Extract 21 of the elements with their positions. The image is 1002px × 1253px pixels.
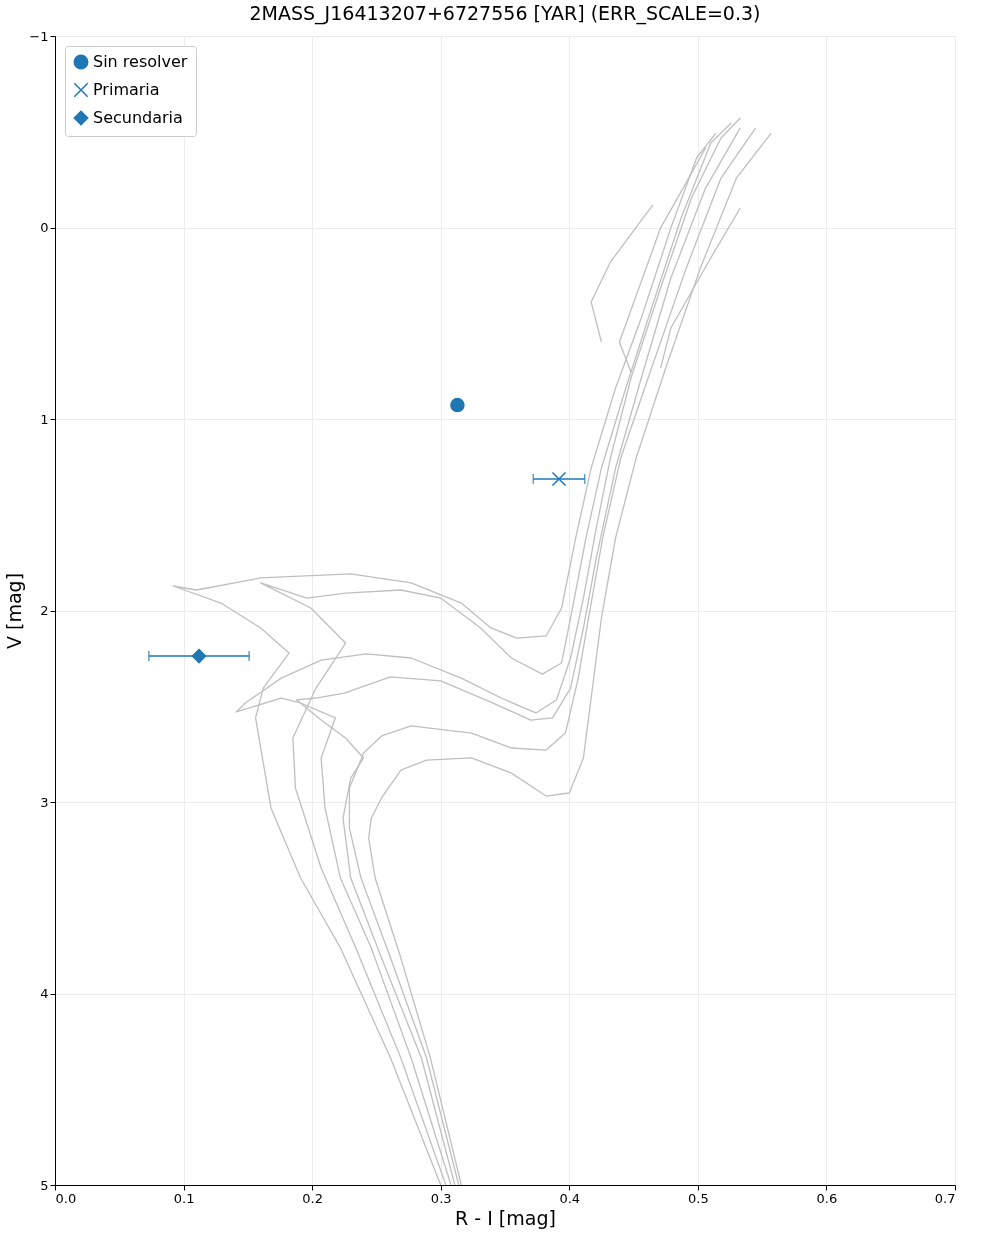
y-tick-label: 0 (40, 220, 49, 235)
x-tick-label: 0.5 (688, 1190, 709, 1206)
x-tick-label: 0.2 (302, 1190, 323, 1206)
legend-label: Secundaria (93, 108, 183, 127)
x-tick-label: 0.7 (934, 1190, 956, 1206)
legend-label: Sin resolver (93, 52, 188, 71)
y-axis-title: V [mag] (3, 572, 26, 650)
chart-title: 2MASS_J16413207+6727556 [YAR] (ERR_SCALE=0.3) (249, 2, 761, 25)
y-tick-label: 4 (40, 986, 49, 1001)
y-tick-label: 3 (40, 794, 49, 810)
x-tick-label: 0.6 (816, 1190, 838, 1206)
y-tick-label: 5 (40, 1177, 49, 1193)
legend-label: Primaria (93, 80, 160, 99)
x-tick-label: 0.3 (430, 1190, 452, 1206)
y-tick-label: 1 (40, 411, 49, 427)
y-tick-label: −1 (29, 28, 49, 44)
x-tick-label: 0.0 (55, 1190, 77, 1206)
x-tick-label: 0.4 (559, 1190, 581, 1206)
x-tick-label: 0.1 (173, 1190, 195, 1206)
x-axis-title: R - I [mag] (455, 1206, 556, 1229)
y-tick-label: 2 (40, 603, 49, 618)
